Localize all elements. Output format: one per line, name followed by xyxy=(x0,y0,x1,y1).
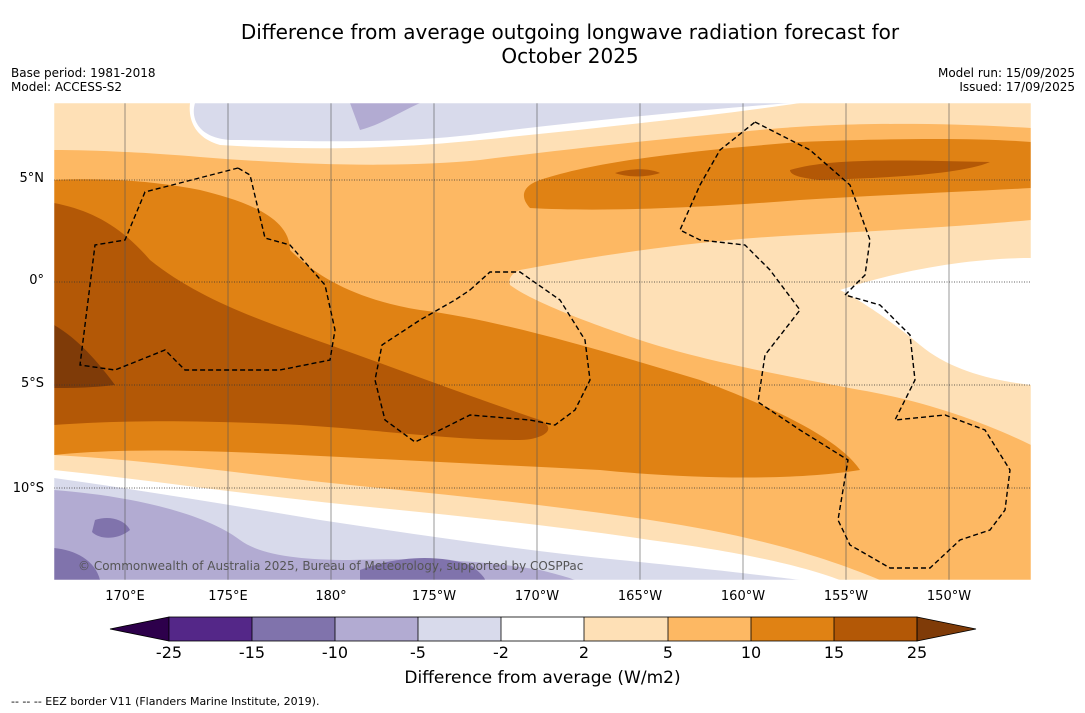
south-purple-dark-2 xyxy=(54,548,100,580)
west-brown xyxy=(54,203,549,440)
lat-label-5s: 5°S xyxy=(20,376,44,391)
lon-label-170w: 170°W xyxy=(514,589,560,604)
lon-label-160w: 160°W xyxy=(720,589,766,604)
issued-date: Issued: 17/09/2025 xyxy=(959,80,1075,94)
cb-tick-15: 15 xyxy=(823,643,845,662)
band-north-purple xyxy=(193,103,791,142)
base-period: Base period: 1981-2018 xyxy=(11,66,156,80)
eez-kiribati-line xyxy=(679,121,1011,569)
east-white xyxy=(840,258,1031,385)
colorbar-bin-4 xyxy=(418,617,501,641)
colorbar-bin-1 xyxy=(169,617,252,641)
band-north-ridge-core2 xyxy=(615,169,660,177)
meta-left: Base period: 1981-2018 Model: ACCESS-S2 xyxy=(11,66,156,94)
gridlines xyxy=(54,179,1031,489)
lat-label-0: 0° xyxy=(29,273,44,288)
cb-tick-2: 2 xyxy=(578,643,590,662)
lon-label-180: 180° xyxy=(315,589,347,604)
colorbar-bin-3 xyxy=(335,617,418,641)
colorbar-bin-5 xyxy=(501,617,584,641)
anomaly-field xyxy=(54,103,1031,580)
cb-tick-m25: -25 xyxy=(155,643,183,662)
footnote-eez: -- -- -- EEZ border V11 (Flanders Marine… xyxy=(11,695,320,708)
meridians xyxy=(124,103,950,580)
lon-label-150w: 150°W xyxy=(926,589,972,604)
colorbar-bin-8 xyxy=(751,617,834,641)
cb-tick-25: 25 xyxy=(906,643,928,662)
lon-label-165w: 165°W xyxy=(617,589,663,604)
colorbar-bin-9 xyxy=(834,617,917,641)
band-north-ridge-core xyxy=(790,160,990,180)
lon-label-155w: 155°W xyxy=(823,589,869,604)
lon-label-175e: 175°E xyxy=(208,589,248,604)
lat-label-5n: 5°N xyxy=(19,171,45,186)
map-frame xyxy=(53,102,1032,581)
cb-tick-m2: -2 xyxy=(493,643,509,662)
cb-tick-10: 10 xyxy=(740,643,762,662)
eez-kiribati-gilbert xyxy=(79,167,336,371)
map-title: Difference from average outgoing longwav… xyxy=(0,20,1085,68)
cb-tick-m5: -5 xyxy=(410,643,426,662)
meta-right: Model run: 15/09/2025 Issued: 17/09/2025 xyxy=(938,66,1075,94)
cb-tick-m15: -15 xyxy=(238,643,266,662)
colorbar-label: Difference from average (W/m2) xyxy=(404,668,681,688)
eez-borders xyxy=(79,121,1011,569)
eez-kiribati-phoenix xyxy=(374,271,591,443)
band-north-ridge xyxy=(523,139,1031,210)
cb-tick-5: 5 xyxy=(662,643,674,662)
west-darkest xyxy=(54,325,115,388)
title-line-2: October 2025 xyxy=(501,44,639,68)
colorbar-over-arrow xyxy=(916,616,977,642)
band-north-white-left xyxy=(54,103,150,148)
copyright-notice: © Commonwealth of Australia 2025, Bureau… xyxy=(78,559,583,573)
south-purple-dark-1 xyxy=(92,518,130,538)
model-name: Model: ACCESS-S2 xyxy=(11,80,123,94)
colorbar xyxy=(109,616,977,642)
colorbar-bin-7 xyxy=(668,617,751,641)
colorbar-under-arrow xyxy=(109,616,170,642)
south-purple xyxy=(54,490,575,580)
title-line-1: Difference from average outgoing longwav… xyxy=(240,20,900,44)
lat-label-10s: 10°S xyxy=(12,481,44,496)
cb-tick-m10: -10 xyxy=(321,643,349,662)
band-north-purple-dark xyxy=(350,103,420,130)
lon-label-175w: 175°W xyxy=(411,589,457,604)
south-purple-dark-3 xyxy=(360,558,485,580)
lon-label-170e: 170°E xyxy=(105,589,145,604)
colorbar-bin-6 xyxy=(584,617,668,641)
colorbar-bin-2 xyxy=(252,617,335,641)
model-run: Model run: 15/09/2025 xyxy=(937,66,1075,80)
